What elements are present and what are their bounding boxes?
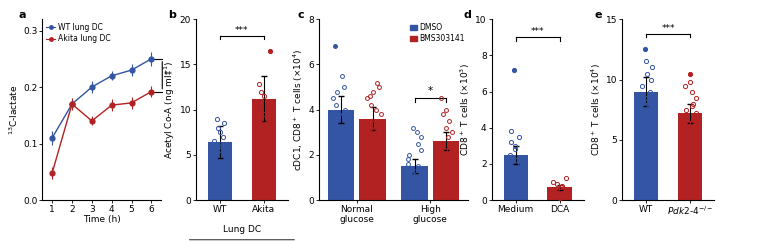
Text: ***: ***: [661, 24, 675, 33]
Bar: [359, 119, 386, 200]
Y-axis label: Acetyl Co-A (ng ml$^{-1}$): Acetyl Co-A (ng ml$^{-1}$): [162, 60, 177, 159]
Bar: [634, 92, 658, 200]
Text: ***: ***: [235, 26, 249, 35]
Legend: WT lung DC, Akita lung DC: WT lung DC, Akita lung DC: [46, 23, 110, 43]
Text: b: b: [168, 10, 176, 20]
Y-axis label: $^{13}$C-lactate: $^{13}$C-lactate: [8, 84, 20, 135]
Text: **: **: [164, 71, 173, 80]
Y-axis label: CD8$^+$ T cells ($\times$10$^3$): CD8$^+$ T cells ($\times$10$^3$): [459, 63, 472, 156]
Text: d: d: [464, 10, 472, 20]
Y-axis label: CD8$^+$ T cells ($\times$10$^4$): CD8$^+$ T cells ($\times$10$^4$): [590, 63, 603, 156]
Text: e: e: [594, 10, 602, 20]
Legend: DMSO, BMS303141: DMSO, BMS303141: [410, 23, 465, 43]
Bar: [402, 166, 428, 200]
Text: *: *: [428, 86, 433, 96]
Bar: [208, 142, 232, 200]
X-axis label: Lung DC: Lung DC: [223, 225, 261, 234]
Bar: [504, 155, 528, 200]
Bar: [548, 187, 571, 200]
Bar: [328, 110, 355, 200]
Bar: [678, 113, 702, 200]
X-axis label: Time (h): Time (h): [83, 215, 121, 224]
Y-axis label: cDC1, CD8$^+$ T cells ($\times$10$^4$): cDC1, CD8$^+$ T cells ($\times$10$^4$): [292, 48, 306, 171]
Text: a: a: [18, 10, 26, 20]
Text: c: c: [298, 10, 304, 20]
Bar: [252, 99, 276, 200]
Text: ***: ***: [531, 27, 545, 36]
Bar: [432, 141, 459, 200]
